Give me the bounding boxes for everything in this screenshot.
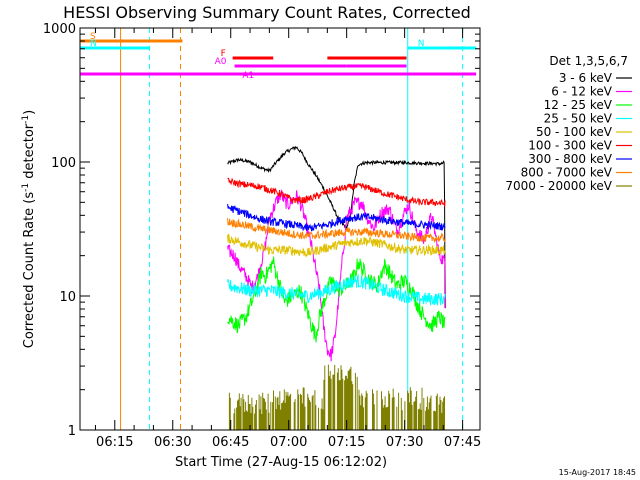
y-axis-label-end: ) (22, 110, 37, 115)
series-line-50-100-kev (227, 233, 446, 258)
y-axis-label-mid: detector (22, 123, 37, 183)
legend-label-7000-20000-kev: 7000 - 20000 keV (505, 179, 612, 193)
x-tick-label: 07:15 (328, 435, 365, 450)
y-axis-label-main: Corrected Count Rate (s (22, 192, 37, 349)
flag-label: A0 (215, 57, 227, 67)
y-axis-label-sup-1: -1 (21, 183, 31, 192)
legend-label-50-100-kev: 50 - 100 keV (536, 125, 613, 139)
x-tick-label: 06:15 (96, 435, 133, 450)
series-line-7000-20000-kev (228, 364, 445, 430)
y-tick-label: 1 (68, 424, 76, 439)
series-line-3-6-kev (227, 145, 446, 309)
x-tick-label: 06:45 (212, 435, 249, 450)
legend-title: Det 1,3,5,6,7 (549, 54, 628, 68)
x-axis-label: Start Time (27-Aug-15 06:12:02) (175, 455, 387, 470)
y-tick-label: 10 (59, 290, 76, 305)
series-line-800-7000-kev (227, 218, 446, 243)
legend-label-800-7000-kev: 800 - 7000 keV (521, 166, 613, 180)
series-line-300-800-kev (227, 203, 446, 232)
x-tick-label: 07:30 (386, 435, 423, 450)
y-tick-label: 100 (51, 156, 76, 171)
y-axis: 1 10 100 1000 (43, 22, 480, 439)
legend-label-3-6-kev: 3 - 6 keV (559, 71, 613, 85)
series-line-100-300-kev (227, 177, 446, 207)
vertical-markers (120, 28, 464, 430)
x-tick-label: 06:30 (154, 435, 191, 450)
chart-title: HESSI Observing Summary Count Rates, Cor… (63, 3, 471, 22)
plot-frame (79, 27, 481, 431)
flag-label: A1 (242, 71, 254, 81)
series-line-25-50-kev (227, 273, 446, 306)
flag-label: S (90, 32, 96, 42)
x-tick-label: 07:00 (270, 435, 307, 450)
legend-label-12-25-kev: 12 - 25 keV (544, 98, 613, 112)
legend-label-100-300-kev: 100 - 300 keV (528, 139, 612, 153)
y-axis-label: Corrected Count Rate (s-1 detector-1) (21, 110, 37, 348)
x-axis: 06:15 06:30 06:45 07:00 07:15 07:30 07:45 (94, 28, 481, 450)
flag-label: N (90, 39, 97, 49)
legend-label-6-12-kev: 6 - 12 keV (551, 85, 613, 99)
legend-label-300-800-kev: 300 - 800 keV (528, 152, 612, 166)
y-axis-label-sup-2: -1 (21, 115, 31, 124)
series-7000-20000-kev-noise (228, 364, 445, 430)
flag-label: F (221, 49, 226, 59)
x-tick-label: 07:45 (444, 435, 481, 450)
flag-label: N (418, 39, 425, 49)
series-lines (227, 145, 447, 362)
timestamp: 15-Aug-2017 18:45 (559, 468, 636, 477)
y-tick-label: 1000 (43, 22, 76, 37)
legend-label-25-50-kev: 25 - 50 keV (544, 112, 613, 126)
